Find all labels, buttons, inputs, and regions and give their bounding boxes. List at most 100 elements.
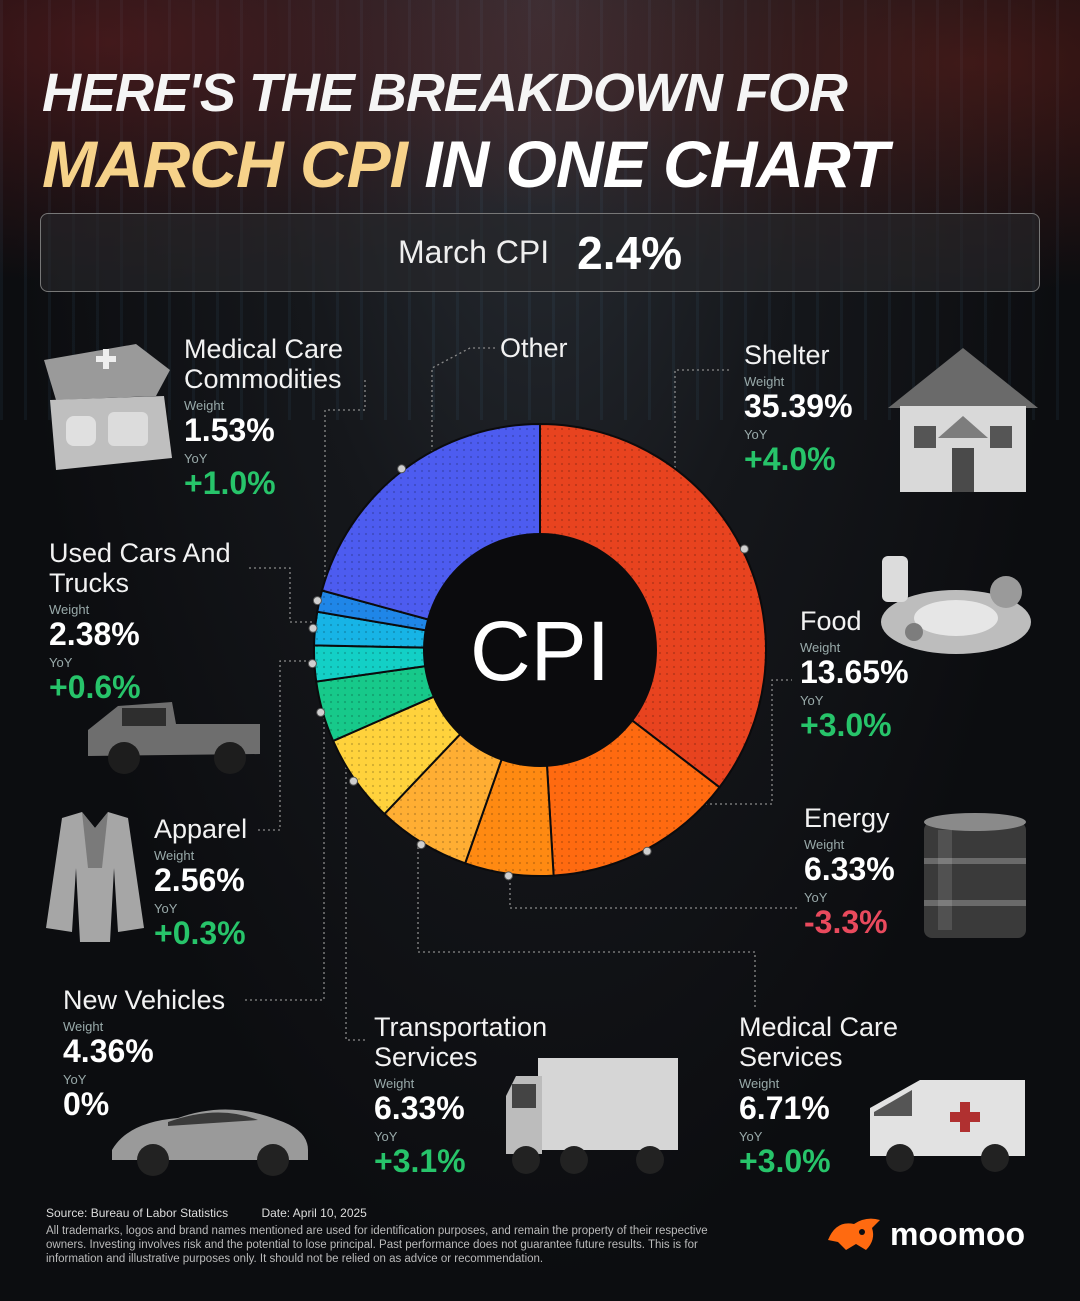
slice-texture-medical-care-commodities [317,590,432,632]
leader-food [705,679,792,805]
truck-illustration [506,1058,678,1174]
yoy-value: +0.3% [154,915,246,951]
title-line-1: HERE'S THE BREAKDOWN FOR [42,63,848,123]
label-apparel: Apparel Weight 2.56% YoY +0.3% [154,814,247,950]
leader-lines [245,347,800,1041]
yoy-caption: YoY [804,890,828,905]
label-name: Shelter [744,340,830,370]
anchor-dot-apparel [307,659,317,669]
leader-new-vehicles [245,712,325,1001]
weight-value: 2.56% [154,862,245,898]
anchor-dot-food [642,846,652,856]
leader-other [431,347,495,452]
anchor-dot-energy [504,871,514,881]
weight-caption: Weight [49,602,90,617]
anchor-dot-medical-care-commodities [312,596,322,606]
label-medical-care-commodities: Medical Care Commodities Weight 1.53% Yo… [184,334,343,500]
weight-value: 35.39% [744,388,853,424]
label-name: Energy [804,803,890,833]
footer: Source: Bureau of Labor Statistics Date:… [46,1206,736,1266]
food-plate-illustration [881,556,1031,654]
yoy-value: +3.1% [374,1143,466,1179]
label-name-line-1: Used Cars And [49,538,231,568]
label-transportation-services: Transportation Services Weight 6.33% YoY… [374,1012,547,1178]
donut-hole [423,533,657,767]
slice-texture-energy [465,755,554,876]
slice-texture-transportation-services [333,695,463,814]
house-illustration [888,348,1038,492]
anchor-dot-transportation-services [349,776,359,786]
weight-value: 13.65% [800,654,909,690]
anchor-dot-other [397,464,407,474]
anchor-dot-new-vehicles [316,707,326,717]
weight-caption: Weight [744,374,785,389]
label-name: Other [500,333,568,363]
weight-caption: Weight [63,1019,104,1034]
yoy-caption: YoY [739,1129,763,1144]
leader-apparel [258,660,316,831]
weight-value: 6.71% [739,1090,830,1126]
label-name-line-1: Transportation [374,1012,548,1042]
slice-texture-used-cars-and-trucks [314,611,430,648]
moomoo-logo: moomoo [826,1214,1025,1254]
leader-shelter [674,369,732,468]
title-highlight: MARCH CPI [42,127,408,201]
title-line-2: MARCH CPI IN ONE CHART [42,126,889,202]
jacket-illustration [46,812,144,942]
label-new-vehicles: New Vehicles Weight 4.36% YoY 0% [63,985,225,1121]
weight-caption: Weight [154,848,195,863]
weight-caption: Weight [739,1076,780,1091]
ambulance-illustration [870,1080,1025,1172]
first-aid-kit-illustration [44,344,172,470]
weight-caption: Weight [374,1076,415,1091]
leader-transport [345,767,368,1041]
brand-name: moomoo [890,1215,1026,1252]
headline-value: 2.4% [577,226,682,279]
yoy-value: +3.0% [800,707,892,743]
yoy-value: 0% [63,1086,110,1122]
label-other: Other [500,333,568,363]
yoy-value: +0.6% [49,669,141,705]
yoy-caption: YoY [800,693,824,708]
slice-texture-food [546,718,720,876]
slice-texture-apparel [314,645,430,682]
yoy-caption: YoY [744,427,768,442]
label-used-cars-and-trucks: Used Cars And Trucks Weight 2.38% YoY +0… [49,538,231,704]
label-name-line-1: Medical Care [184,334,344,364]
title-rest: IN ONE CHART [424,127,888,201]
label-shelter: Shelter Weight 35.39% YoY +4.0% [744,340,853,476]
disclaimer-text: All trademarks, logos and brand names me… [46,1225,708,1265]
anchor-dot-used-cars-and-trucks [308,623,318,633]
date-text: Date: April 10, 2025 [261,1206,367,1220]
label-name-line-2: Services [739,1042,843,1072]
anchor-dot-shelter [739,544,749,554]
yoy-value: +1.0% [184,465,276,501]
donut-center-label: CPI [470,604,610,698]
background-glow [0,0,1080,420]
label-energy: Energy Weight 6.33% YoY -3.3% [804,803,895,939]
label-name-line-1: Medical Care [739,1012,899,1042]
yoy-caption: YoY [154,901,178,916]
yoy-caption: YoY [63,1072,87,1087]
weight-caption: Weight [804,837,845,852]
yoy-caption: YoY [374,1129,398,1144]
label-name-line-2: Trucks [49,568,129,598]
headline-box: March CPI 2.4% [40,213,1040,292]
leader-med-services [417,842,756,1008]
label-name: New Vehicles [63,985,226,1015]
yoy-value: +4.0% [744,441,836,477]
moomoo-bull-icon [828,1218,880,1250]
oil-barrel-illustration [924,813,1026,938]
label-food: Food Weight 13.65% YoY +3.0% [800,606,909,742]
leader-energy [509,873,800,909]
anchor-dot-medical-care-services [416,840,426,850]
yoy-caption: YoY [184,451,208,466]
weight-value: 4.36% [63,1033,154,1069]
slice-texture-shelter [540,424,767,788]
weight-value: 6.33% [374,1090,465,1126]
headline-label: March CPI [398,234,550,270]
label-name-line-2: Services [374,1042,478,1072]
label-name: Food [800,606,862,636]
weight-caption: Weight [184,398,225,413]
